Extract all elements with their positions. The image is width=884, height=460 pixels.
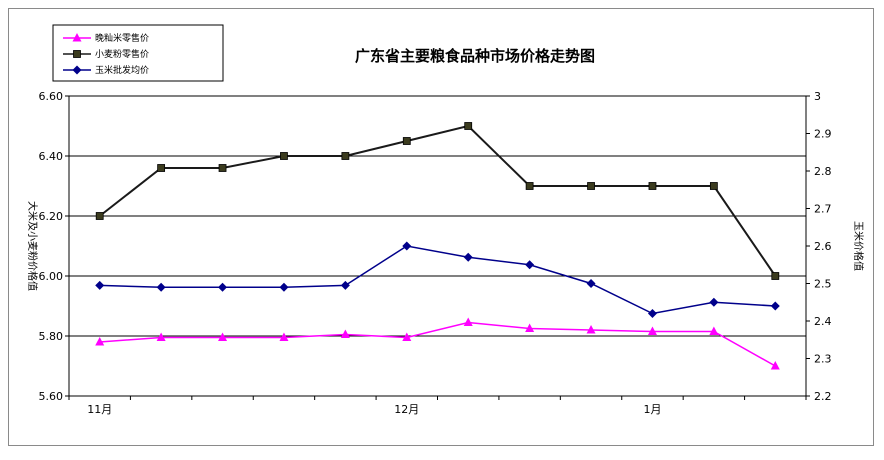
data-point	[156, 332, 166, 341]
data-point	[525, 182, 534, 190]
data-point	[586, 279, 596, 288]
legend-box	[52, 24, 224, 82]
data-point	[95, 212, 104, 220]
legend-swatch-marker	[72, 33, 82, 42]
right-tick-label: 2.4	[814, 315, 832, 328]
data-point	[279, 332, 289, 341]
series-line	[99, 245, 776, 315]
legend-entry: 晚籼米零售价	[63, 32, 149, 44]
series-line	[99, 321, 776, 367]
data-point	[709, 326, 719, 335]
chart-title: 广东省主要粮食品种市场价格走势图	[355, 47, 595, 65]
data-point	[648, 182, 657, 190]
data-point	[341, 152, 350, 160]
series-3	[95, 241, 780, 318]
data-point	[586, 325, 596, 334]
data-point	[771, 272, 780, 280]
x-axis-ticks	[68, 396, 807, 400]
legend-entry: 玉米批发均价	[63, 64, 149, 76]
chart-frame: 5.60 5.80 6.00 6.20 6.40 6.60 2.2 2.3 2.4 2.5 2.6…	[8, 8, 874, 446]
data-point	[463, 317, 473, 326]
left-tick-label: 5.80	[39, 330, 64, 343]
legend-swatch-marker	[73, 50, 81, 58]
right-axis-title: 玉米价格值	[852, 221, 865, 271]
data-point	[463, 252, 473, 262]
data-point	[402, 241, 412, 251]
right-tick-label: 2.6	[814, 240, 832, 253]
data-point	[340, 280, 350, 290]
legend-swatch-marker	[72, 65, 82, 75]
data-point	[525, 323, 535, 332]
data-point	[647, 309, 657, 318]
right-tick-label: 2.2	[814, 390, 832, 403]
data-point	[156, 282, 166, 292]
data-point	[157, 164, 166, 172]
right-tick-label: 2.8	[814, 165, 832, 178]
data-point	[402, 137, 411, 145]
x-tick-label: 11月	[87, 403, 112, 416]
series-layer	[95, 122, 780, 370]
series-1	[95, 317, 780, 370]
data-point	[464, 122, 473, 130]
gridlines	[65, 95, 810, 397]
left-axis-title: 大米及小麦粉价格值	[26, 201, 39, 291]
left-tick-label: 6.20	[39, 210, 64, 223]
data-point	[709, 182, 718, 190]
data-point	[525, 260, 535, 270]
legend-label: 小麦粉零售价	[95, 48, 149, 60]
data-point	[647, 326, 657, 335]
data-point	[280, 152, 288, 160]
legend-entry: 小麦粉零售价	[63, 48, 149, 60]
data-point	[770, 361, 780, 370]
left-axis-tick-labels: 5.60 5.80 6.00 6.20 6.40 6.60	[39, 90, 64, 403]
left-tick-label: 5.60	[39, 390, 64, 403]
right-tick-label: 2.9	[814, 128, 832, 141]
right-tick-label: 3	[814, 90, 821, 103]
data-point	[770, 301, 780, 311]
data-point	[402, 332, 412, 341]
data-point	[95, 280, 105, 290]
right-tick-label: 2.3	[814, 353, 832, 366]
data-point	[218, 282, 228, 292]
left-tick-label: 6.40	[39, 150, 64, 163]
legend-label: 玉米批发均价	[95, 64, 149, 76]
data-point	[279, 282, 289, 292]
right-tick-label: 2.5	[814, 278, 832, 291]
x-axis-tick-labels: 11月 12月 1月	[87, 403, 661, 416]
series-line	[99, 124, 777, 277]
data-point	[218, 164, 227, 172]
right-axis-tick-labels: 2.2 2.3 2.4 2.5 2.6 2.7 2.8 2.9 3	[814, 90, 832, 403]
data-point	[340, 329, 350, 338]
left-tick-label: 6.00	[39, 270, 64, 283]
price-trend-chart: 5.60 5.80 6.00 6.20 6.40 6.60 2.2 2.3 2.4 2.5 2.6…	[26, 24, 865, 416]
data-point	[95, 337, 105, 346]
x-tick-label: 1月	[643, 403, 661, 416]
x-tick-label: 12月	[394, 403, 419, 416]
series-2	[95, 122, 780, 280]
data-point	[587, 182, 595, 190]
right-tick-label: 2.7	[814, 203, 832, 216]
plot-area	[68, 95, 807, 397]
data-point	[709, 297, 719, 307]
left-tick-label: 6.60	[39, 90, 64, 103]
legend-label: 晚籼米零售价	[95, 32, 149, 44]
data-point	[218, 332, 228, 341]
